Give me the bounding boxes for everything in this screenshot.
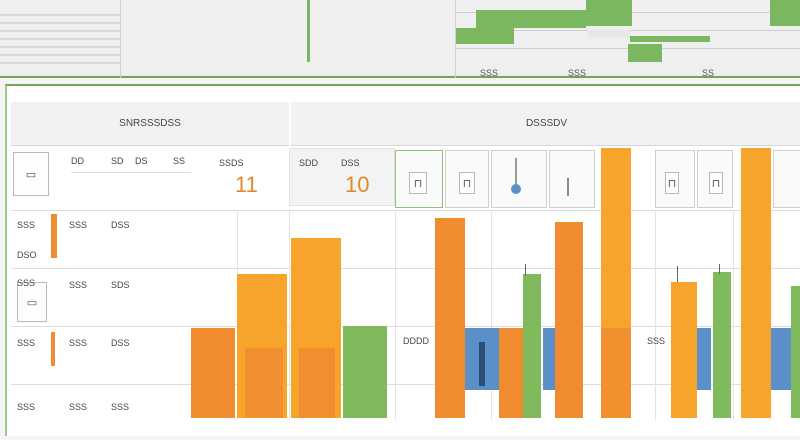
chart-gridline [289, 210, 290, 420]
row-code: DSO [17, 250, 37, 260]
chart-bar[interactable] [523, 274, 541, 418]
chart-whisker [677, 266, 678, 282]
chart-bar[interactable] [713, 272, 731, 418]
row-code: SSS [17, 338, 36, 348]
chart-bar[interactable] [343, 326, 387, 418]
subheader-col: DS [135, 156, 148, 166]
chart-inline-label: DDDD [403, 336, 429, 346]
panel-header-right-title: DSSSDV [525, 118, 568, 129]
timeline-stripe [0, 62, 120, 64]
chart-bar[interactable] [191, 328, 235, 418]
control-cell[interactable] [549, 150, 595, 208]
panel-header-right: DSSSDV [291, 102, 800, 146]
gantt-bar[interactable] [628, 44, 662, 62]
chart-bar[interactable] [499, 328, 523, 418]
timeline-stripe [0, 14, 120, 16]
timeline-gridline [455, 48, 800, 49]
timeline-marker[interactable] [307, 0, 310, 62]
row-divider [11, 268, 800, 269]
slider-handle[interactable] [511, 184, 521, 194]
side-label: SSS [17, 278, 36, 288]
gantt-bar[interactable] [456, 28, 514, 44]
kpi-2-label: SDD [299, 158, 319, 168]
row-a: SSS [69, 338, 88, 348]
row-accent [51, 332, 55, 366]
chart-bar[interactable] [479, 342, 485, 386]
timeline-stripe [0, 38, 120, 40]
timeline-label: SS [702, 68, 715, 78]
chart-bar[interactable] [671, 282, 697, 418]
timeline-stripe [0, 46, 120, 48]
gantt-bar[interactable] [476, 10, 586, 28]
chart-whisker [719, 264, 720, 274]
chart-bar[interactable] [555, 222, 583, 418]
kpi-2-value: 10 [345, 172, 370, 197]
gantt-bar-ghost [588, 30, 630, 38]
timeline-label: SSS [568, 68, 587, 78]
chart-gridline [491, 210, 492, 420]
chart-gridline [655, 210, 656, 420]
chart-gridline [395, 210, 396, 420]
row-icon[interactable]: ▭ [17, 282, 47, 322]
control-cell[interactable] [395, 150, 443, 208]
kpi-2-caption: DSS [341, 158, 360, 168]
panel-header-left-title: SNRSSSDSS [119, 118, 181, 129]
timeline-strip: SSS SSS SS [0, 0, 800, 78]
row-code: SSS [17, 220, 36, 230]
chart-bar[interactable] [435, 218, 465, 418]
chart-bar[interactable] [601, 328, 631, 418]
chart-whisker [525, 264, 526, 276]
gantt-bar[interactable] [630, 36, 710, 42]
chart-bar[interactable] [741, 148, 771, 418]
control-cell[interactable] [773, 150, 800, 208]
chart-inline-label: SSS [647, 336, 666, 346]
subheader-rule [71, 172, 191, 173]
row-divider [11, 326, 800, 327]
gantt-bar[interactable] [770, 0, 800, 26]
slider-track[interactable] [567, 178, 569, 196]
chart-gridline [733, 210, 734, 420]
kpi-1-label: SSDS [219, 158, 244, 168]
chart-bar[interactable] [697, 328, 711, 390]
panel-header-left: SNRSSSDSS [11, 102, 289, 146]
chart-bar[interactable] [543, 328, 555, 390]
timeline-stripe [0, 54, 120, 56]
lock-icon[interactable]: ⊓ [459, 172, 475, 194]
row-icon[interactable]: ▭ [13, 152, 49, 196]
subheader-col: SD [111, 156, 124, 166]
kpi-1-value: 11 [235, 172, 258, 197]
chart-bar[interactable] [245, 348, 283, 418]
chart-bar[interactable] [299, 348, 335, 418]
row-a: SSS [69, 402, 88, 412]
lock-icon[interactable]: ⊓ [409, 172, 427, 194]
row-a: SSS [69, 220, 88, 230]
subheader-col: DD [71, 156, 84, 166]
row-accent [51, 214, 57, 258]
row-code: SSS [17, 402, 36, 412]
timeline-stripe [0, 30, 120, 32]
row-b: DSS [111, 338, 130, 348]
row-divider [11, 210, 800, 211]
row-divider [11, 384, 800, 385]
row-b: SSS [111, 402, 130, 412]
row-a: SSS [69, 280, 88, 290]
timeline-divider [455, 0, 456, 78]
kpi-2-card[interactable] [289, 148, 395, 206]
control-cell[interactable] [491, 150, 547, 208]
row-b: SDS [111, 280, 130, 290]
chart-bar[interactable] [791, 286, 800, 418]
lock-icon[interactable]: ⊓ [709, 172, 723, 194]
lock-icon[interactable]: ⊓ [665, 172, 679, 194]
subheader-col: SS [173, 156, 186, 166]
timeline-label: SSS [480, 68, 499, 78]
timeline-divider [120, 0, 121, 78]
timeline-stripe [0, 22, 120, 24]
dashboard-panel: SNRSSSDSS DSSSDV ▭ DD SD DS SS SSDS 11 S… [5, 84, 800, 436]
row-b: DSS [111, 220, 130, 230]
slider-track[interactable] [515, 158, 517, 186]
gantt-bar[interactable] [586, 0, 632, 26]
